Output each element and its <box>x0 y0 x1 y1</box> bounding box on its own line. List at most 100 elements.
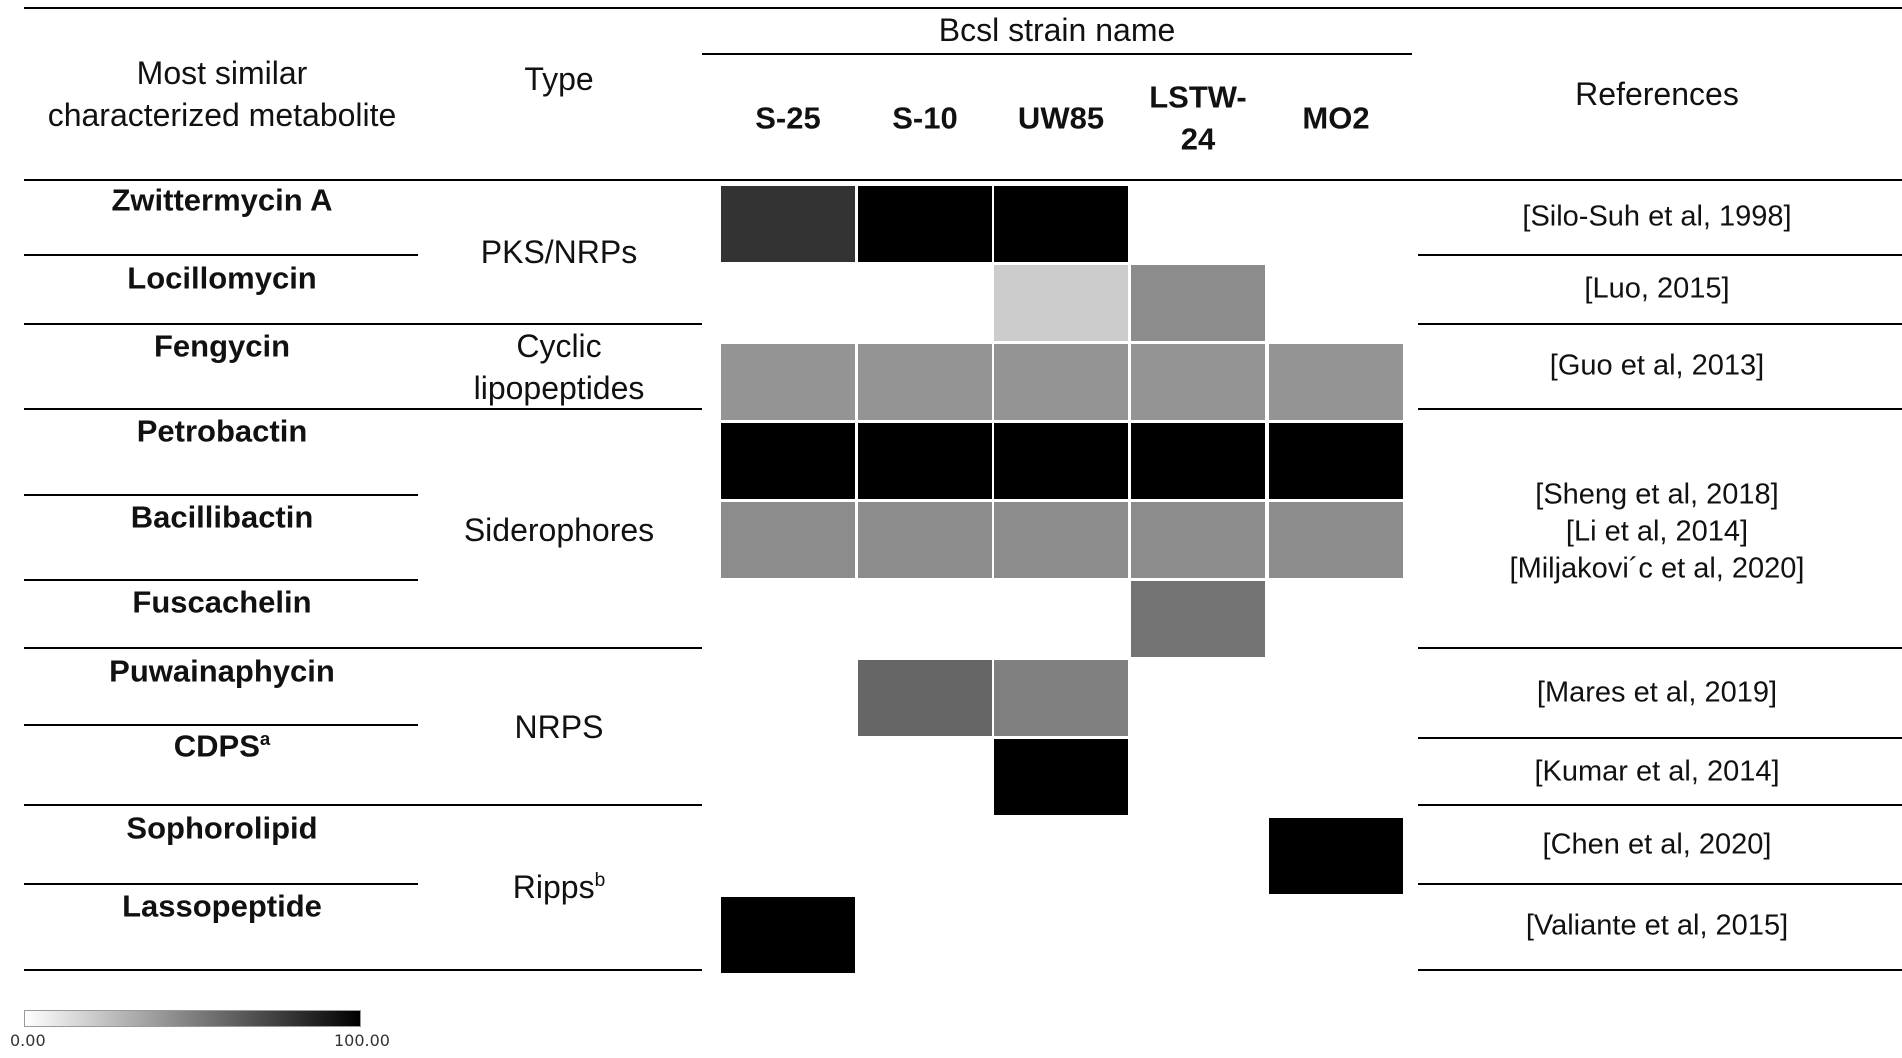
header-type-text: Type <box>524 60 594 97</box>
strain-header-3-line-0-text: LSTW- <box>1149 79 1247 115</box>
heatmap-cell-r2-c2 <box>994 344 1128 420</box>
row-label-8-text: Sophorolipid <box>126 810 318 846</box>
strain-header-2-line-0: UW85 <box>1018 99 1104 136</box>
heatmap-cell-r2-c3 <box>1131 344 1265 420</box>
heatmap-cell-r0-c1 <box>858 186 992 262</box>
left-rule-3 <box>24 494 418 496</box>
strain-header-1-line-0: S-10 <box>892 99 957 136</box>
type-group-3-line-0: NRPS <box>515 708 604 746</box>
type-group-2-line-0-text: Siderophores <box>463 511 655 548</box>
strain-header-4-line-0: MO2 <box>1302 99 1369 136</box>
row-label-8: Sophorolipid <box>126 809 317 846</box>
heatmap-cell-r1-c3 <box>1131 265 1265 341</box>
heatmap-cell-r4-c1 <box>858 502 992 578</box>
right-rule-1 <box>1418 323 1902 325</box>
heatmap-cell-r3-c1 <box>858 423 992 499</box>
strain-header-1-line-0-text: S-10 <box>892 100 958 136</box>
left-rule-6 <box>24 724 418 726</box>
type-group-4-line-0-text: Ripps <box>512 868 595 905</box>
right-rule-3 <box>1418 647 1902 649</box>
row-label-5-text: Fuscachelin <box>132 584 312 620</box>
type-group-1-line-1: lipopeptides <box>474 369 645 407</box>
right-rule-6 <box>1418 883 1902 885</box>
heatmap-cell-r0-c2 <box>994 186 1128 262</box>
row-label-2-text: Fengycin <box>153 328 291 364</box>
heatmap-cell-r3-c2 <box>994 423 1128 499</box>
left-rule-1 <box>24 323 702 325</box>
reference-5-line-0: [Kumar et al, 2014] <box>1534 755 1779 790</box>
header-strain-group-text: Bcsl strain name <box>938 11 1176 48</box>
row-label-7: CDPSa <box>174 727 270 764</box>
row-label-7-text: CDPS <box>173 728 260 764</box>
right-rule-7 <box>1418 969 1902 971</box>
heatmap-cell-r4-c0 <box>721 502 855 578</box>
heatmap-cell-r3-c3 <box>1131 423 1265 499</box>
header-metabolite-line-0-text: Most similar <box>136 54 308 91</box>
reference-3-line-2-text: [Miljakovi´c et al, 2020] <box>1509 552 1805 585</box>
type-group-1-line-0-text: Cyclic <box>516 327 602 364</box>
right-rule-0 <box>1418 254 1902 256</box>
right-rule-5 <box>1418 804 1902 806</box>
heatmap-cell-r6-c1 <box>858 660 992 736</box>
reference-4-line-0: [Mares et al, 2019] <box>1537 676 1777 711</box>
strain-header-3-line-0: LSTW- <box>1149 78 1247 115</box>
reference-3-line-1-text: [Li et al, 2014] <box>1565 515 1749 548</box>
row-label-9-text: Lassopeptide <box>122 888 322 924</box>
row-label-6-text: Puwainaphycin <box>109 653 335 689</box>
type-group-3-line-0-text: NRPS <box>514 708 604 745</box>
left-rule-9 <box>24 969 702 971</box>
heatmap-cell-r3-c0 <box>721 423 855 499</box>
header-type: Type <box>524 60 593 98</box>
header-bottom-rule <box>24 179 1902 181</box>
heatmap-cell-r3-c4 <box>1269 423 1403 499</box>
reference-3-line-2: [Miljakovi´c et al, 2020] <box>1510 552 1805 587</box>
type-group-4-line-0-superscript: b <box>594 870 606 892</box>
row-label-1: Locillomycin <box>127 259 316 296</box>
heatmap-cell-r9-c0 <box>721 897 855 973</box>
reference-1-line-0-text: [Luo, 2015] <box>1584 272 1730 305</box>
left-rule-7 <box>24 804 702 806</box>
color-scale-max-label: 100.00 <box>334 1031 390 1050</box>
strain-header-0-line-0-text: S-25 <box>755 100 821 136</box>
heatmap-cell-r5-c3 <box>1131 581 1265 657</box>
header-references: References <box>1575 75 1739 113</box>
reference-4-line-0-text: [Mares et al, 2019] <box>1536 676 1778 709</box>
right-rule-2 <box>1418 408 1902 410</box>
row-label-3: Petrobactin <box>137 412 308 449</box>
left-rule-8 <box>24 883 418 885</box>
row-label-4: Bacillibactin <box>131 498 314 535</box>
row-label-0-text: Zwittermycin A <box>111 182 333 218</box>
heatmap-cell-r8-c4 <box>1269 818 1403 894</box>
heatmap-cell-r4-c2 <box>994 502 1128 578</box>
row-label-0: Zwittermycin A <box>111 181 332 218</box>
reference-3-line-0-text: [Sheng et al, 2018] <box>1535 478 1779 511</box>
header-metabolite-line-1-text: characterized metabolite <box>47 96 397 133</box>
heatmap-cell-r2-c1 <box>858 344 992 420</box>
heatmap-cell-r4-c3 <box>1131 502 1265 578</box>
strain-header-2-line-0-text: UW85 <box>1017 100 1105 136</box>
reference-0-line-0-text: [Silo-Suh et al, 1998] <box>1522 200 1792 233</box>
type-group-1-line-0: Cyclic <box>516 327 601 365</box>
row-label-6: Puwainaphycin <box>109 652 335 689</box>
strain-header-3-line-1: 24 <box>1181 120 1215 157</box>
strain-header-3-line-1-text: 24 <box>1180 121 1216 157</box>
heatmap-cell-r7-c2 <box>994 739 1128 815</box>
left-rule-4 <box>24 579 418 581</box>
type-group-4-line-0: Rippsb <box>513 868 605 906</box>
reference-1-line-0: [Luo, 2015] <box>1584 272 1729 307</box>
reference-6-line-0-text: [Chen et al, 2020] <box>1542 828 1772 861</box>
reference-3-line-0: [Sheng et al, 2018] <box>1535 478 1778 513</box>
reference-2-line-0: [Guo et al, 2013] <box>1550 349 1764 384</box>
heatmap-cell-r0-c0 <box>721 186 855 262</box>
header-strain-group: Bcsl strain name <box>939 11 1176 49</box>
reference-7-line-0: [Valiante et al, 2015] <box>1526 909 1788 944</box>
header-metabolite-line-0: Most similar <box>137 54 308 92</box>
strain-header-0-line-0: S-25 <box>755 99 820 136</box>
left-rule-2 <box>24 408 702 410</box>
left-rule-0 <box>24 254 418 256</box>
heatmap-cell-r2-c4 <box>1269 344 1403 420</box>
color-scale-bar <box>24 1010 361 1027</box>
reference-2-line-0-text: [Guo et al, 2013] <box>1549 349 1765 382</box>
reference-7-line-0-text: [Valiante et al, 2015] <box>1525 909 1789 942</box>
